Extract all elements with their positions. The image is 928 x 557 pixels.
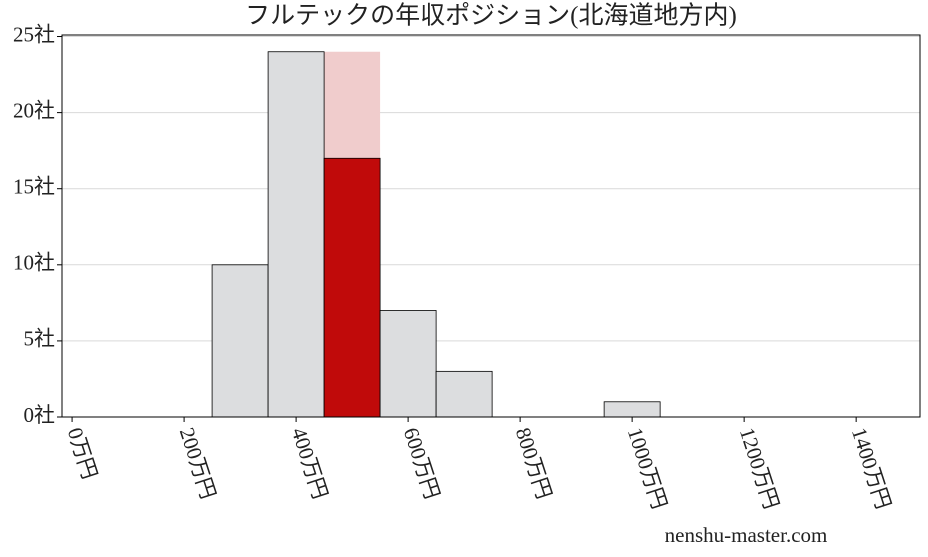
bar — [323, 157, 381, 418]
y-tick-label: 20社 — [13, 98, 55, 122]
x-tick-label: 400万円 — [287, 425, 333, 502]
y-tick-label: 10社 — [13, 251, 55, 275]
plot-frame — [61, 34, 921, 418]
x-tick-label: 600万円 — [399, 425, 445, 502]
bar — [211, 264, 269, 418]
x-tick-label: 200万円 — [175, 425, 221, 502]
y-tick-label: 5社 — [24, 327, 56, 351]
bar — [603, 401, 661, 418]
x-tick-label: 0万円 — [63, 425, 102, 482]
watermark: nenshu-master.com — [665, 523, 828, 547]
bar — [379, 310, 437, 418]
y-tick-label: 25社 — [13, 22, 55, 46]
y-tick-label: 0社 — [24, 403, 56, 427]
x-tick-label: 1400万円 — [847, 425, 896, 512]
bar — [267, 51, 325, 418]
bar — [435, 370, 493, 418]
y-tick-label: 15社 — [13, 175, 55, 199]
x-tick-label: 1200万円 — [735, 425, 784, 512]
x-tick-label: 1000万円 — [623, 425, 672, 512]
chart-title: フルテックの年収ポジション(北海道地方内) — [245, 2, 737, 30]
x-tick-label: 800万円 — [511, 425, 557, 502]
